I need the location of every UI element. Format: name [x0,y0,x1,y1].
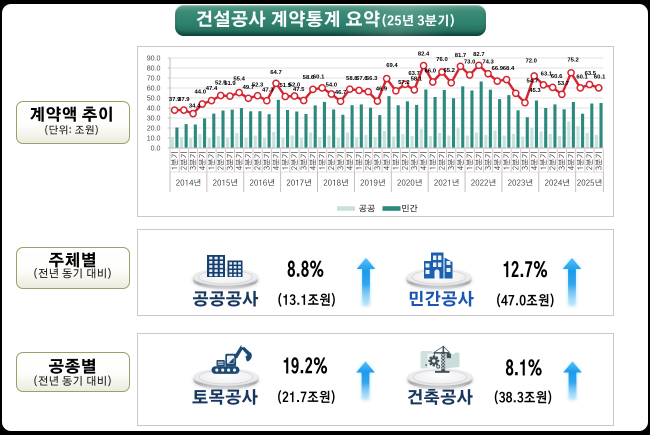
svg-text:60.0: 60.0 [147,85,161,93]
svg-text:34.4: 34.4 [189,103,201,109]
svg-text:66.0: 66.0 [425,69,437,75]
svg-text:60.6: 60.6 [551,74,563,80]
svg-text:47.4: 47.4 [206,86,218,92]
svg-text:52.3: 52.3 [252,82,264,88]
svg-text:60.1: 60.1 [576,75,588,81]
svg-text:66.9: 66.9 [492,66,504,72]
svg-text:58.6: 58.6 [303,75,315,81]
svg-text:53.7: 53.7 [558,81,570,87]
svg-text:63.7: 63.7 [408,71,420,77]
svg-text:10.0: 10.0 [147,135,161,143]
svg-text:30.0: 30.0 [147,115,161,123]
svg-text:55.4: 55.4 [233,77,245,83]
svg-text:75.2: 75.2 [567,57,579,63]
svg-text:60.1: 60.1 [313,75,325,81]
svg-text:57.2: 57.2 [398,80,410,86]
svg-text:65.2: 65.2 [443,68,455,74]
svg-text:47.5: 47.5 [293,87,305,93]
svg-text:51.9: 51.9 [224,81,236,87]
svg-text:45.3: 45.3 [529,88,541,94]
svg-text:68.4: 68.4 [503,66,515,72]
svg-text:70.0: 70.0 [147,75,161,83]
svg-text:80.0: 80.0 [147,65,161,73]
svg-text:69.4: 69.4 [386,63,398,69]
svg-text:40.0: 40.0 [147,105,161,113]
svg-text:74.3: 74.3 [482,60,494,66]
svg-text:50.0: 50.0 [147,95,161,103]
svg-text:81.7: 81.7 [455,53,467,59]
svg-text:90.0: 90.0 [147,55,161,63]
svg-text:20.0: 20.0 [147,125,161,133]
svg-text:52.0: 52.0 [289,83,301,89]
svg-text:47.3: 47.3 [262,87,274,93]
svg-text:54.7: 54.7 [527,79,539,85]
svg-text:46.7: 46.7 [335,90,347,96]
svg-text:44.0: 44.0 [195,90,207,96]
svg-text:82.4: 82.4 [418,52,430,58]
svg-text:52.5: 52.5 [215,80,227,86]
svg-text:56.3: 56.3 [366,76,378,82]
svg-text:60.1: 60.1 [594,75,606,81]
svg-text:64.7: 64.7 [270,70,282,76]
svg-text:63.5: 63.5 [585,71,597,77]
svg-text:82.7: 82.7 [473,52,485,58]
svg-text:72.0: 72.0 [525,59,537,65]
svg-text:46.9: 46.9 [376,87,388,93]
svg-text:49.7: 49.7 [243,85,255,91]
svg-text:0.0: 0.0 [151,145,161,153]
svg-text:73.0: 73.0 [464,60,476,66]
svg-text:58.8: 58.8 [346,76,358,82]
svg-text:51.5: 51.5 [280,83,292,89]
svg-text:76.0: 76.0 [436,57,448,63]
svg-text:37.9: 37.9 [169,97,181,103]
svg-text:57.6: 57.6 [356,76,368,82]
svg-text:63.1: 63.1 [541,72,553,78]
svg-text:54.0: 54.0 [326,82,338,88]
svg-text:58.1: 58.1 [411,77,423,83]
svg-text:37.9: 37.9 [178,97,190,103]
